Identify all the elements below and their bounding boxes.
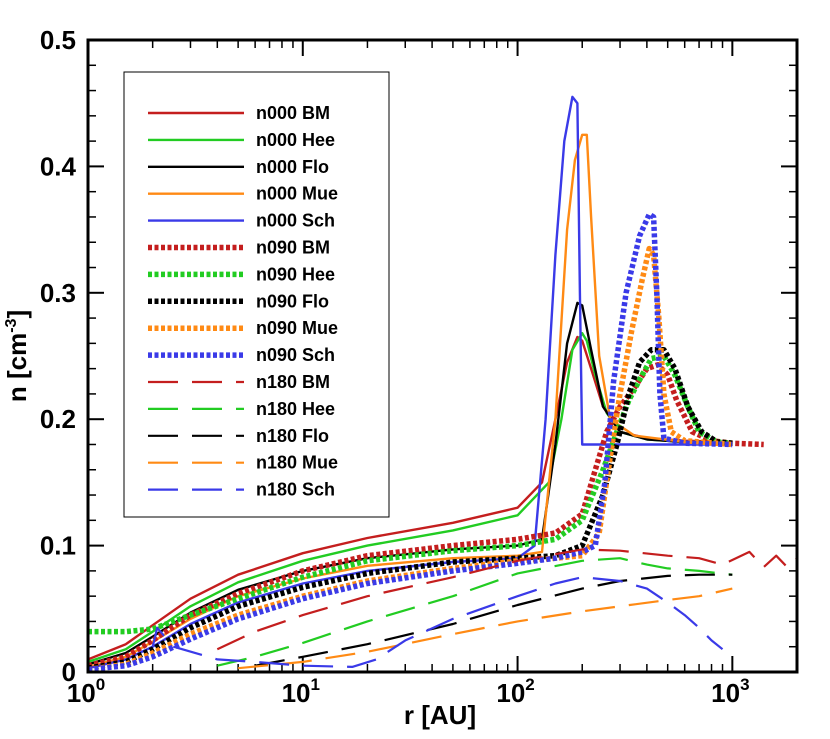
x-tick-base: 10 <box>282 678 311 708</box>
legend-label: n180 Sch <box>256 480 335 500</box>
y-tick-label: 0 <box>62 657 76 687</box>
series-line <box>88 211 733 672</box>
y-tick-label: 0.2 <box>40 404 76 434</box>
series-line <box>88 133 733 669</box>
x-tick-exponent: 3 <box>740 675 749 694</box>
legend-label: n000 Sch <box>256 211 335 231</box>
series-line <box>88 95 733 670</box>
legend: n000 BM n000 Hee n000 Flo n000 Mue n000 Sch n… <box>123 71 390 518</box>
series-line <box>237 587 733 670</box>
series-group <box>88 95 797 672</box>
legend-label: n090 Sch <box>256 345 335 365</box>
legend-box <box>123 71 390 518</box>
legend-label: n180 Mue <box>256 453 338 473</box>
y-tick-label: 0.5 <box>40 25 76 55</box>
x-tick-label: 101 <box>282 675 320 708</box>
x-axis-title: r [AU] <box>404 700 476 730</box>
legend-label: n000 BM <box>256 103 330 123</box>
x-tick-label: 102 <box>496 675 534 708</box>
x-tick-exponent: 0 <box>96 675 105 694</box>
y-axis-title-sup: -3 <box>3 318 20 332</box>
series-line <box>151 576 724 669</box>
y-axis-title-end: ] <box>2 310 32 319</box>
x-tick-base: 10 <box>711 678 740 708</box>
y-tick-label: 0.3 <box>40 278 76 308</box>
series-line <box>88 353 733 635</box>
x-tick-base: 10 <box>67 678 96 708</box>
x-tick-exponent: 2 <box>525 675 534 694</box>
legend-label: n180 BM <box>256 372 330 392</box>
series-line <box>254 573 733 667</box>
x-tick-label: 100 <box>67 675 105 708</box>
series-line <box>88 346 733 671</box>
y-tick-label: 0.1 <box>40 531 76 561</box>
legend-label: n090 BM <box>256 238 330 258</box>
x-tick-base: 10 <box>496 678 525 708</box>
legend-label: n180 Hee <box>256 399 335 419</box>
x-tick-labels: 100 101 102 103 <box>67 675 750 708</box>
legend-label: n090 Hee <box>256 264 335 284</box>
x-tick-label: 103 <box>711 675 749 708</box>
legend-label: n090 Mue <box>256 318 338 338</box>
legend-label: n000 Mue <box>256 184 338 204</box>
legend-label: n000 Flo <box>256 157 329 177</box>
y-tick-labels: 0 0.1 0.2 0.3 0.4 0.5 <box>40 25 77 687</box>
y-tick-label: 0.4 <box>40 151 77 181</box>
y-axis-title: n [cm-3] <box>2 310 32 402</box>
x-tick-exponent: 1 <box>311 675 320 694</box>
series-line <box>88 362 764 669</box>
series-line <box>88 245 733 672</box>
plot-frame <box>86 38 799 674</box>
legend-label: n000 Hee <box>256 130 335 150</box>
legend-label: n180 Flo <box>256 426 329 446</box>
series-line <box>216 548 797 651</box>
legend-label: n090 Flo <box>256 291 329 311</box>
y-axis-title-main: n [cm <box>2 333 32 402</box>
